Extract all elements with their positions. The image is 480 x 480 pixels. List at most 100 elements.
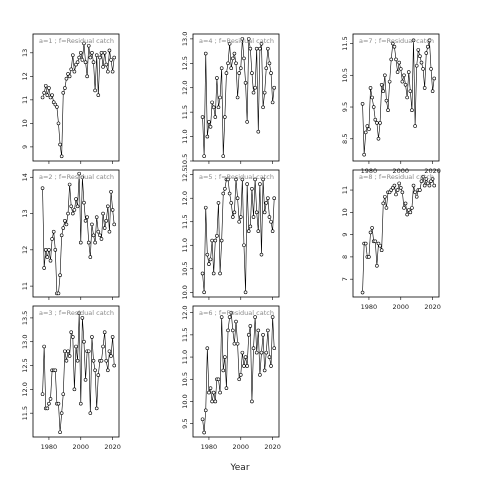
y-tick-label: 7: [341, 277, 349, 281]
data-point: [82, 41, 86, 46]
data-point: [202, 154, 206, 158]
data-point: [408, 89, 413, 93]
data-point: [421, 67, 425, 71]
y-tick-label: 10.5: [181, 372, 189, 386]
data-point: [93, 240, 97, 245]
data-point: [102, 330, 107, 335]
data-point: [426, 44, 430, 49]
series-line: [202, 312, 275, 433]
data-point: [383, 194, 387, 199]
data-point: [110, 208, 115, 212]
x-tick-label: 2000: [233, 443, 250, 451]
panel-3: 8.5 9.5 10.5 11.5 1980 2000 2020 a=7 ; f=Residu…: [341, 33, 441, 175]
data-point: [269, 219, 273, 224]
data-point: [42, 91, 46, 95]
data-point: [368, 230, 373, 235]
data-point: [360, 290, 365, 295]
data-point: [48, 95, 53, 100]
data-point: [243, 355, 248, 359]
data-point: [421, 174, 425, 179]
data-point: [88, 55, 93, 60]
data-point: [272, 346, 277, 350]
data-point: [205, 346, 210, 350]
y-tick-label: 10.0: [181, 285, 189, 299]
data-point: [256, 328, 261, 333]
data-point: [424, 51, 429, 55]
data-point: [102, 51, 107, 55]
data-point: [104, 219, 109, 223]
data-point: [200, 115, 205, 119]
data-point: [427, 183, 432, 188]
data-point: [200, 417, 205, 422]
data-point: [213, 399, 218, 404]
data-point: [90, 335, 94, 339]
data-point: [91, 358, 96, 363]
panel-7: 11.5 12.0 12.5 13.0 13.5 1980 2000 2020 a=3 ; f=…: [21, 305, 121, 451]
data-point: [86, 43, 91, 48]
data-point: [61, 226, 66, 230]
data-point: [411, 38, 416, 43]
data-point: [45, 406, 50, 411]
data-point: [400, 190, 405, 195]
x-tick-label: 1980: [41, 443, 58, 451]
x-tick-label: 1980: [201, 443, 218, 451]
data-point: [71, 335, 75, 339]
panel-2: 10.5 11.0 11.5 12.0 12.5 13.0 a=4 ; f=Residual…: [181, 32, 280, 168]
data-point: [203, 205, 208, 210]
data-point: [238, 215, 243, 219]
data-point: [410, 108, 414, 112]
data-point: [110, 335, 115, 339]
data-point: [224, 71, 229, 75]
data-point: [360, 102, 365, 106]
y-tick-label: 12.5: [181, 56, 189, 70]
data-point: [207, 390, 211, 395]
data-point: [242, 243, 246, 248]
data-point: [83, 219, 88, 223]
data-point: [211, 271, 216, 276]
data-point: [370, 95, 374, 100]
data-point: [107, 349, 112, 354]
series-line: [202, 38, 275, 157]
data-point: [258, 46, 262, 51]
data-point: [51, 229, 56, 234]
y-tick-label: 9: [21, 145, 29, 149]
data-point: [384, 206, 389, 210]
data-point: [85, 74, 89, 79]
data-point: [56, 291, 61, 296]
data-point: [59, 233, 64, 238]
data-point: [394, 192, 398, 197]
data-point: [83, 378, 88, 382]
data-point: [267, 215, 272, 219]
data-point: [246, 333, 251, 337]
data-point: [66, 72, 70, 76]
data-point: [101, 344, 105, 349]
data-point: [99, 237, 104, 241]
data-point: [221, 368, 226, 373]
data-point: [413, 124, 417, 128]
data-point: [94, 406, 99, 411]
data-point: [63, 86, 67, 90]
data-point: [232, 341, 237, 346]
data-point: [254, 350, 259, 355]
data-point: [213, 115, 218, 119]
data-point: [104, 62, 109, 67]
data-point: [402, 73, 406, 78]
data-point: [266, 328, 270, 333]
data-point: [221, 191, 226, 196]
data-point: [208, 125, 213, 129]
panel-label: a=8 ; f=Residual catch: [359, 173, 434, 181]
data-point: [234, 61, 238, 66]
data-point: [395, 70, 400, 74]
panel-1: 9 10 11 12 13 a=1 ; f=Residual catch: [21, 33, 120, 164]
data-point: [430, 177, 435, 181]
x-tick-label: 2020: [424, 167, 441, 175]
data-point: [381, 201, 386, 206]
series-line: [42, 173, 115, 294]
data-point: [86, 240, 91, 245]
data-point: [424, 177, 429, 181]
data-point: [375, 121, 379, 125]
data-point: [88, 411, 93, 415]
y-tick-label: 9.5: [341, 102, 349, 112]
data-point: [98, 233, 102, 238]
